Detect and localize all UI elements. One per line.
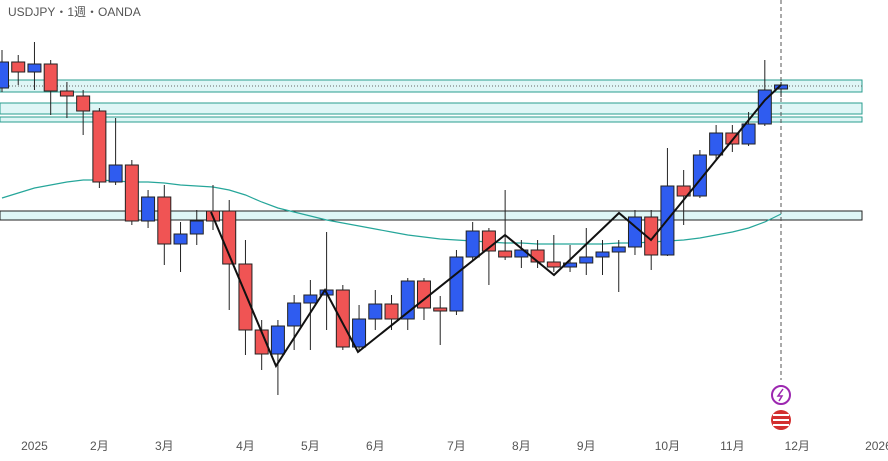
x-tick-label: 10月: [655, 439, 680, 453]
flag-stripe: [773, 424, 789, 426]
candle-body: [530, 249, 545, 263]
zone: [0, 102, 863, 115]
candle-body: [108, 164, 123, 183]
candle-body: [546, 261, 561, 268]
candle-body: [59, 90, 74, 97]
plot: [0, 42, 789, 395]
x-tick-label: 12月: [785, 439, 810, 453]
x-tick-label: 2025: [21, 439, 48, 453]
event-icon-bolt: [776, 388, 784, 402]
candle-body: [76, 95, 91, 112]
chart-title: USDJPY・1週・OANDA: [8, 5, 141, 19]
candle-body: [27, 63, 42, 73]
zone: [0, 210, 863, 221]
candle-body: [644, 216, 659, 256]
candle-body: [11, 61, 26, 73]
candle-body: [692, 154, 707, 197]
x-tick-label: 9月: [577, 439, 596, 453]
candle-body: [141, 196, 156, 222]
candle-body: [433, 307, 448, 312]
x-tick-label: 2月: [90, 439, 109, 453]
zigzag: [210, 84, 782, 369]
candle-body: [189, 220, 204, 235]
candle-body: [611, 246, 626, 253]
zone: [0, 79, 863, 93]
candle-body: [368, 303, 383, 320]
x-tick-label: 4月: [236, 439, 255, 453]
event-icon[interactable]: [771, 385, 791, 405]
candle-body: [92, 110, 107, 183]
x-tick-label: 11月: [720, 439, 744, 453]
candle-body: [124, 164, 139, 222]
flag-stripe: [773, 419, 789, 421]
candle-body: [287, 302, 302, 327]
x-tick-label: 6月: [366, 439, 385, 453]
candle-body: [384, 303, 399, 320]
candle-body: [352, 318, 367, 348]
candle-body: [741, 123, 756, 145]
x-tick-label: 8月: [512, 439, 531, 453]
x-axis-band: [0, 436, 888, 461]
candle-body: [725, 132, 740, 145]
candle-body: [238, 263, 253, 331]
candle-body: [709, 132, 724, 156]
candle-body: [303, 294, 318, 304]
x-tick-label: 3月: [155, 439, 174, 453]
candle-body: [498, 250, 513, 258]
zone: [0, 116, 863, 123]
candle-body: [335, 289, 350, 348]
flag-stripe: [773, 414, 789, 416]
candle-body: [579, 256, 594, 264]
zones: [0, 0, 863, 380]
candle-body: [0, 61, 9, 89]
candle-body: [595, 251, 610, 258]
x-tick-label: 7月: [447, 439, 466, 453]
x-tick-label: 2026: [865, 439, 888, 453]
x-tick-label: 5月: [301, 439, 320, 453]
candle-body: [270, 325, 285, 355]
candle-body: [173, 233, 188, 245]
candle-body: [157, 196, 172, 245]
candle-body: [43, 63, 58, 92]
candle-body: [774, 84, 789, 90]
candle-body: [465, 230, 480, 258]
candle-body: [449, 256, 464, 312]
